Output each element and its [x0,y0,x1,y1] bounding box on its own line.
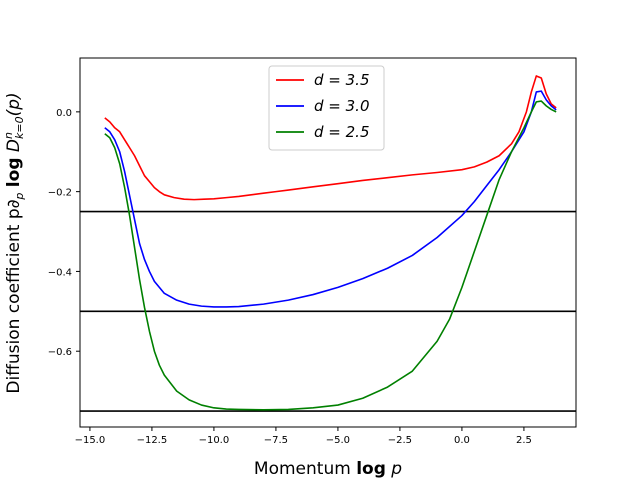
legend-label-0: d = 3.5 [314,71,369,89]
x-axis-label: Momentum log p [254,459,402,479]
y-tick-label: −0.4 [48,267,72,278]
plot-area [79,57,577,428]
y-tick-label: −0.6 [48,347,72,358]
series-line-0 [104,75,557,201]
legend-label-1: d = 3.0 [314,97,369,115]
y-tick-label: 0.0 [56,108,72,119]
series-lines [104,75,557,411]
x-axis-ticks: −15.0 −12.5 −10.0 −7.5 −5.0 −2.5 0.0 2.5 [75,427,532,446]
x-tick-label: −2.5 [388,435,412,446]
series-line-2 [104,100,557,411]
reference-lines [80,210,576,412]
y-tick-label: −0.2 [48,188,72,199]
y-axis-ticks: 0.0 −0.2 −0.4 −0.6 [48,108,80,358]
y-axis-label: Diffusion coefficient p∂p log Dnk=0(p) [2,92,26,393]
x-tick-label: 2.5 [516,435,532,446]
series-line-1 [104,90,557,308]
x-tick-label: −7.5 [264,435,288,446]
x-tick-label: −12.5 [137,435,168,446]
x-axis-label-bold: log [356,459,386,479]
x-tick-label: 0.0 [454,435,470,446]
legend-label-2: d = 2.5 [314,123,369,141]
x-tick-label: −15.0 [75,435,106,446]
legend: d = 3.5 d = 3.0 d = 2.5 [268,65,385,151]
legend-box [268,65,385,151]
x-tick-label: −5.0 [326,435,350,446]
x-tick-label: −10.0 [199,435,230,446]
axes-frame [79,57,577,428]
